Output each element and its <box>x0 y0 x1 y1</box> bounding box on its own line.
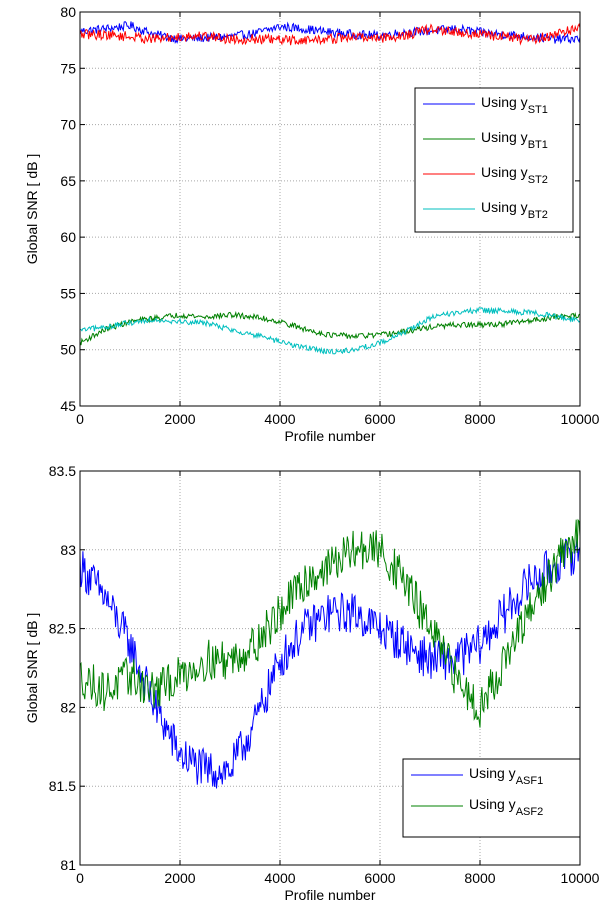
legend-box <box>402 758 581 838</box>
x-tick-label: 4000 <box>264 411 295 427</box>
legend-label-asf1: Using yASF1 <box>469 765 543 787</box>
series-group <box>80 518 580 789</box>
series-group <box>80 21 580 355</box>
legend: Using yASF1 Using yASF2 <box>402 758 581 838</box>
y-tick-label: 82 <box>60 699 76 715</box>
x-axis-label: Profile number <box>284 428 375 444</box>
x-axis-label: Profile number <box>284 887 375 903</box>
y-axis-label: Global SNR [ dB ] <box>24 613 40 724</box>
y-tick-label: 50 <box>60 342 76 358</box>
y-tick-label: 45 <box>60 398 76 414</box>
x-tick-label: 8000 <box>464 411 495 427</box>
axes-frame <box>79 470 581 866</box>
x-tick-label: 2000 <box>164 870 195 886</box>
y-tick-label: 81 <box>60 857 76 873</box>
y-tick-label: 81.5 <box>49 778 76 794</box>
x-tick-label: 10000 <box>561 411 600 427</box>
y-tick-label: 82.5 <box>49 621 76 637</box>
y-tick-label: 55 <box>60 285 76 301</box>
x-tick-label: 10000 <box>561 870 600 886</box>
x-tick-label: 0 <box>76 411 84 427</box>
y-tick-label: 83 <box>60 542 76 558</box>
y-tick-label: 75 <box>60 60 76 76</box>
legend-box <box>414 87 574 233</box>
x-tick-label: 6000 <box>364 870 395 886</box>
legend-label-st1: Using yST1 <box>481 94 548 116</box>
x-tick-label: 4000 <box>264 870 295 886</box>
y-tick-label: 70 <box>60 117 76 133</box>
series-line-st2 <box>80 23 580 46</box>
x-tick-label: 8000 <box>464 870 495 886</box>
y-tick-label: 65 <box>60 173 76 189</box>
series-line-bt2 <box>80 306 580 355</box>
chart-bottom: 0 2000 4000 6000 8000 10000 81 81.5 82 82.5 83 83.5… <box>24 463 600 903</box>
legend-label-asf2: Using yASF2 <box>469 796 543 818</box>
y-axis-label: Global SNR [ dB ] <box>24 154 40 265</box>
x-tick-label: 0 <box>76 870 84 886</box>
y-tick-label: 80 <box>60 4 76 20</box>
series-line-bt1 <box>80 310 580 346</box>
legend-label-bt1: Using yBT1 <box>481 129 548 151</box>
y-tick-label: 83.5 <box>49 463 76 479</box>
x-tick-label: 2000 <box>164 411 195 427</box>
series-line-st1 <box>80 21 580 45</box>
chart-top: 0 2000 4000 6000 8000 10000 45 50 55 60 65 70 75 80 Pr… <box>24 4 600 444</box>
legend-label-st2: Using yST2 <box>481 164 548 186</box>
series-line-asf1 <box>80 535 580 789</box>
y-tick-label: 60 <box>60 229 76 245</box>
legend: Using yST1 Using yBT1 Using yST2 Using yBT2 <box>414 87 574 233</box>
axes-frame <box>79 11 581 407</box>
legend-label-bt2: Using yBT2 <box>481 199 548 221</box>
series-line-asf2 <box>80 518 580 728</box>
x-tick-label: 6000 <box>364 411 395 427</box>
